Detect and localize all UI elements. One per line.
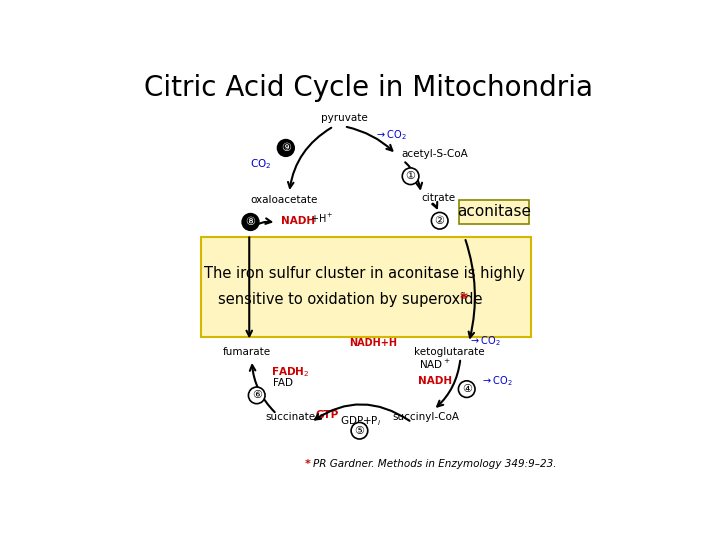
FancyBboxPatch shape [201,238,531,337]
Circle shape [248,387,265,404]
Text: succinate: succinate [265,413,315,422]
Text: ②: ② [435,215,445,226]
Text: NAD$^+$: NAD$^+$ [419,357,451,371]
Text: The iron sulfur cluster in aconitase is highly: The iron sulfur cluster in aconitase is … [204,266,526,281]
Text: FAD: FAD [274,378,293,388]
Text: ⑥: ⑥ [252,390,262,400]
Circle shape [402,168,419,185]
Text: succinyl-CoA: succinyl-CoA [393,413,460,422]
Text: GTP: GTP [316,410,339,420]
Text: $\rightarrow$CO$_2$: $\rightarrow$CO$_2$ [375,128,408,141]
Text: NADH: NADH [418,376,453,386]
Text: acetyl-S-CoA: acetyl-S-CoA [402,149,468,159]
Text: oxaloacetate: oxaloacetate [250,195,318,205]
Text: aconitase: aconitase [457,205,531,219]
Text: $\rightarrow$CO$_2$: $\rightarrow$CO$_2$ [469,334,501,348]
Text: fumarate: fumarate [222,347,271,357]
Text: citrate: citrate [421,193,455,203]
Text: ketoglutarate: ketoglutarate [413,347,484,357]
Text: NADH+H: NADH+H [349,339,397,348]
FancyBboxPatch shape [459,200,529,224]
Text: *: * [305,459,311,469]
Text: GDP+P$_i$: GDP+P$_i$ [340,415,381,428]
Circle shape [459,381,475,397]
Text: FADH$_2$: FADH$_2$ [271,366,310,380]
Text: ⑧: ⑧ [246,217,256,227]
Text: ⑨: ⑨ [281,143,291,153]
Text: ④: ④ [462,384,472,394]
Text: CO$_2$: CO$_2$ [251,158,271,172]
Circle shape [242,214,258,230]
Circle shape [277,140,294,156]
Text: $\rightarrow$CO$_2$: $\rightarrow$CO$_2$ [481,374,513,388]
Text: +H$^+$: +H$^+$ [310,212,333,225]
Text: sensitive to oxidation by superoxide: sensitive to oxidation by superoxide [218,292,482,307]
Circle shape [351,422,368,439]
Text: NADH: NADH [281,215,315,226]
Text: ①: ① [405,171,415,181]
Text: *: * [459,292,467,307]
Text: ⑤: ⑤ [354,426,364,436]
Text: Citric Acid Cycle in Mitochondria: Citric Acid Cycle in Mitochondria [145,73,593,102]
Text: pyruvate: pyruvate [320,113,367,123]
Circle shape [431,212,448,229]
Text: PR Gardner. Methods in Enzymology 349:9–23.: PR Gardner. Methods in Enzymology 349:9–… [313,459,557,469]
